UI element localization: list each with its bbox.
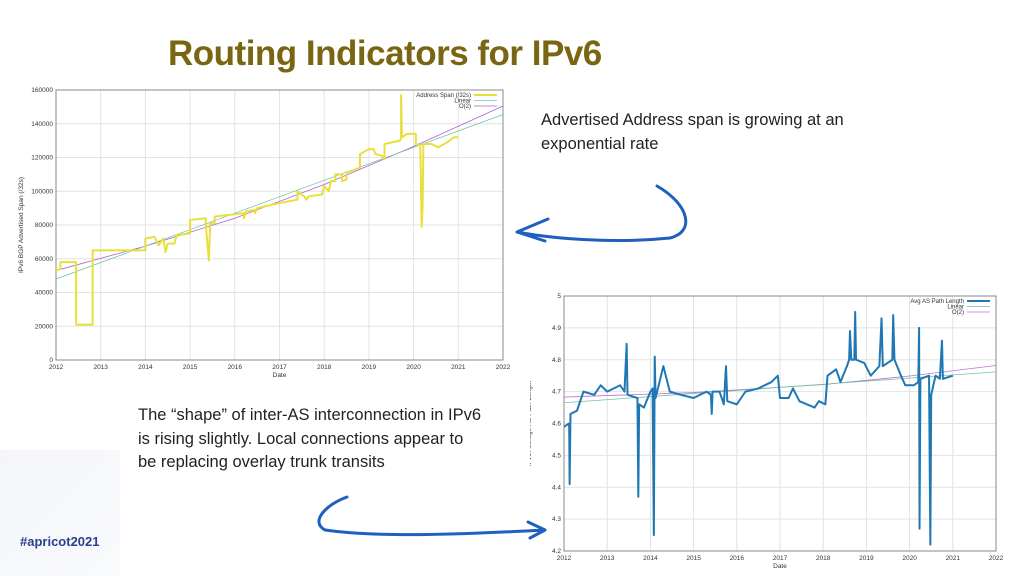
x-tick-label: 2022 (496, 364, 511, 371)
y-axis-label: IPv6 BGP Advertised Span (/32s) (18, 177, 25, 273)
x-tick-label: 2018 (816, 555, 831, 562)
x-tick-label: 2015 (686, 555, 701, 562)
y-tick-label: 40000 (35, 290, 53, 297)
y-tick-label: 60000 (35, 256, 53, 263)
arrow-to-top-chart (515, 184, 688, 243)
x-tick-label: 2016 (228, 364, 243, 371)
legend-label: Linear (454, 99, 471, 105)
y-tick-label: 4.8 (552, 357, 561, 364)
plot-frame (563, 295, 997, 552)
x-tick-label: 2021 (946, 555, 961, 562)
x-axis-label: Date (273, 372, 287, 379)
x-axis-label: Date (773, 563, 787, 570)
x-tick-label: 2020 (902, 555, 917, 562)
x-tick-label: 2014 (643, 555, 658, 562)
series-line-linear (55, 114, 504, 280)
y-tick-label: 0 (49, 357, 53, 364)
y-tick-label: 4.9 (552, 325, 561, 332)
background-watermark (0, 450, 120, 576)
x-tick-label: 2012 (49, 364, 64, 371)
y-tick-label: 4.2 (552, 548, 561, 555)
x-tick-label: 2013 (600, 555, 615, 562)
x-tick-label: 2019 (859, 555, 874, 562)
x-tick-label: 2020 (406, 364, 421, 371)
x-tick-label: 2013 (93, 364, 108, 371)
slide-title: Routing Indicators for IPv6 (168, 34, 602, 73)
legend-label: O(2) (459, 104, 471, 110)
x-tick-label: 2022 (989, 555, 1004, 562)
y-tick-label: 20000 (35, 323, 53, 330)
x-tick-label: 2019 (362, 364, 377, 371)
plot-frame (55, 89, 504, 361)
y-tick-label: 140000 (31, 121, 53, 128)
x-tick-label: 2012 (557, 555, 572, 562)
y-tick-label: 4.5 (552, 452, 561, 459)
x-tick-label: 2014 (138, 364, 153, 371)
y-tick-label: 120000 (31, 155, 53, 162)
x-tick-label: 2017 (773, 555, 788, 562)
x-tick-label: 2015 (183, 364, 198, 371)
x-tick-label: 2018 (317, 364, 332, 371)
legend-label: Address Span (/32s) (416, 93, 471, 99)
legend-label: Avg AS Path Length (910, 299, 964, 305)
x-tick-label: 2017 (272, 364, 287, 371)
y-tick-label: 160000 (31, 87, 53, 94)
x-tick-label: 2016 (730, 555, 745, 562)
chart-as-path-length: 2012 2013 2014 2015 2016 2017 2018 2019 2020 2021… (530, 293, 1004, 570)
y-tick-label: 4.4 (552, 484, 561, 491)
y-tick-label: 4.7 (552, 389, 561, 396)
y-tick-label: 100000 (31, 188, 53, 195)
note-path-length: The “shape” of inter-AS interconnection … (138, 406, 482, 471)
y-axis-label: IPv6 Average AS Path Length (530, 380, 533, 466)
arrow-to-bottom-chart (317, 495, 547, 540)
y-tick-label: 80000 (35, 222, 53, 229)
chart-address-span: 2012 2013 2014 2015 2016 2017 2018 2019 2020 2021… (18, 87, 511, 379)
x-tick-label: 2021 (451, 364, 466, 371)
y-tick-label: 5 (557, 293, 561, 300)
series-line-address-span-32s- (55, 94, 459, 326)
legend-label: O(2) (952, 310, 964, 316)
hashtag: #apricot2021 (20, 534, 100, 549)
y-tick-label: 4.6 (552, 421, 561, 428)
note-address-span: Advertised Address span is growing at an… (541, 111, 844, 153)
legend-label: Linear (947, 305, 964, 311)
y-tick-label: 4.3 (552, 516, 561, 523)
series-line-avg-as-path-length (563, 310, 954, 546)
